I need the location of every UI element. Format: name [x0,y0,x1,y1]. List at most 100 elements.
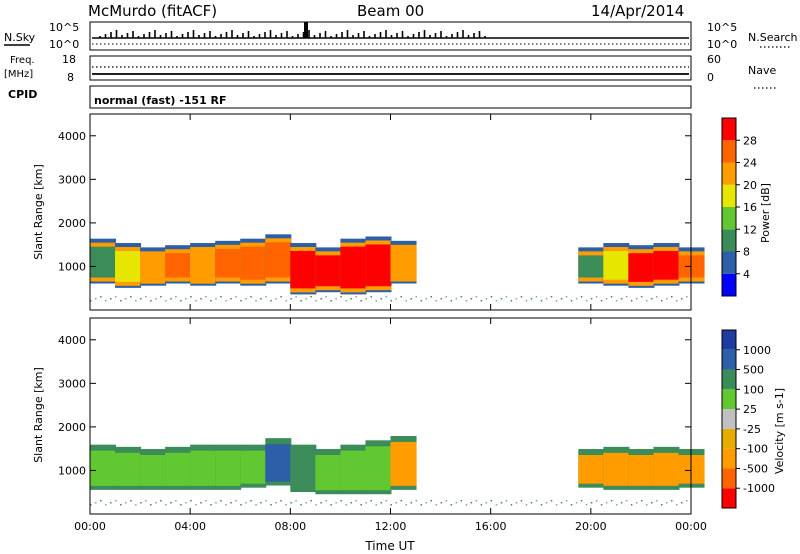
ground-scatter-point [340,500,342,502]
ground-scatter-point [365,298,367,300]
station-title: McMurdo (fitACF) [88,2,217,20]
ground-scatter-point [350,298,352,300]
ground-scatter-point [405,300,408,302]
ground-scatter-point [375,504,377,506]
freq-panel-frame [89,55,692,81]
ground-scatter-point [290,298,292,300]
cpid-panel-frame [89,85,692,109]
ground-scatter-point [580,500,583,502]
power-xtick-marks [89,114,692,310]
ground-scatter-point [525,300,528,302]
ground-scatter-point [625,296,628,298]
ground-scatter-point [170,298,172,300]
ground-scatter-point [295,296,297,298]
ground-scatter-point [670,500,673,502]
ground-scatter-point [265,296,267,298]
ground-scatter-point [685,296,688,298]
ground-scatter-point [610,500,613,502]
ground-scatter-point [660,300,663,302]
ground-scatter-point [465,300,468,302]
ground-scatter-point [90,300,92,302]
ground-scatter-point [395,298,398,300]
ground-scatter-point [335,502,337,504]
ground-scatter-point [350,502,352,504]
ground-scatter-point [235,296,237,298]
echo-core [165,253,192,278]
ground-scatter-point [600,300,603,302]
ground-scatter-point [355,500,357,502]
ground-scatter-point [315,504,317,506]
echo-core [240,450,267,484]
echo-core [390,248,417,278]
ground-scatter-point [470,298,473,300]
ground-scatter-point [175,500,177,502]
ground-scatter-point [135,504,137,506]
ground-scatter-point [160,500,162,502]
ground-scatter-point [405,504,408,506]
ground-scatter-point [145,296,147,298]
x-tick-label: 16:00 [475,520,507,533]
ground-scatter-point [470,502,473,504]
ground-scatter-point [260,298,262,300]
ground-scatter-point [90,504,92,506]
ground-scatter-point [355,296,357,298]
nsky-panel-frame [89,21,692,51]
ground-scatter-point [550,296,553,298]
velocity-xticks: 00:00 04:00 08:00 12:00 16:00 20:00 00:00 [74,318,707,533]
colorbar-segment [722,251,736,274]
y-tick-label: 2000 [58,421,86,434]
ground-scatter-point [150,300,152,302]
colorbar-frame [721,329,737,509]
colorbar-segment [722,184,736,207]
colorbar-tick-label: 20 [743,179,757,192]
ground-scatter-point [530,298,533,300]
ground-scatter-point [440,502,443,504]
echo-core [653,452,680,486]
ground-scatter-point [190,296,192,298]
colorbar-tick-label: -100 [743,443,768,456]
ground-scatter-point [605,298,608,300]
ground-scatter-point [305,502,307,504]
y-tick-label: 4000 [58,130,86,143]
ground-scatter-point [180,504,182,506]
ground-scatter-point [665,502,668,504]
ground-scatter-point [190,500,192,502]
ground-scatter-point [460,296,463,298]
echo-core [140,455,167,486]
ground-scatter-point [270,504,272,506]
ground-scatter-point [615,300,618,302]
ground-scatter-point [250,296,252,298]
ground-scatter-point [515,502,518,504]
ground-scatter-point [435,300,438,302]
nave-tick-top: 60 [707,53,721,66]
ground-scatter-point [510,300,513,302]
colorbar-segment [722,140,736,163]
echo-core [315,255,342,287]
ground-scatter-point [445,296,448,298]
ground-scatter-point [480,504,483,506]
ground-scatter-point [525,504,528,506]
ground-scatter-point [215,298,217,300]
ground-scatter-point [615,504,618,506]
y-tick-label: 4000 [58,334,86,347]
ground-scatter-point [670,296,673,298]
colorbar-tick-label: -25 [743,423,761,436]
ground-scatter-point [660,504,663,506]
ground-scatter-point [410,298,413,300]
ground-scatter-point [500,298,503,300]
ground-scatter-point [505,500,508,502]
freq-tick-bottom: 8 [67,71,74,84]
ground-scatter-point [385,500,387,502]
power-colorbar: 4 8 12 16 20 24 28 [721,117,757,297]
ground-scatter-point [245,298,247,300]
ground-scatter-point [140,298,142,300]
ground-scatter-point [175,296,177,298]
ground-scatter-point [450,300,453,302]
ground-scatter-point [570,504,573,506]
colorbar-segment [722,273,736,296]
ground-scatter-point [205,296,207,298]
ground-scatter-point [505,296,508,298]
colorbar-tick-label: -500 [743,462,768,475]
ground-scatter-point [445,500,448,502]
ground-scatter-point [685,500,688,502]
